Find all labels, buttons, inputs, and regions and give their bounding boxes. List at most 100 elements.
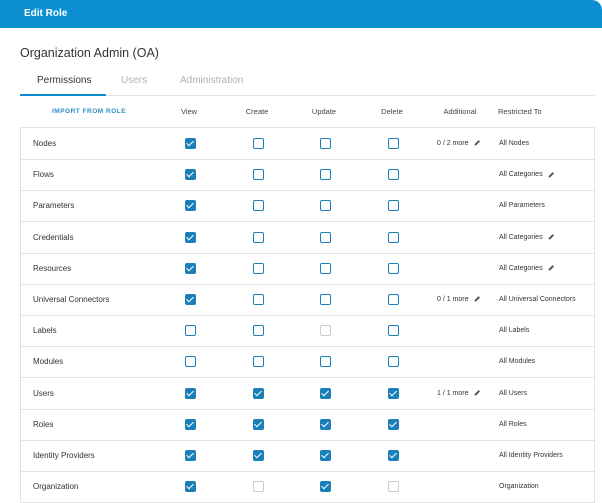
- additional[interactable]: 1 / 1 more: [437, 390, 480, 397]
- checkbox[interactable]: [252, 169, 264, 181]
- checkbox[interactable]: [319, 387, 331, 399]
- checkbox[interactable]: [387, 231, 399, 243]
- checkbox[interactable]: [184, 294, 196, 305]
- tab-underline: [20, 94, 106, 96]
- additional-text: 0 / 2 more: [437, 140, 469, 147]
- checkbox[interactable]: [184, 262, 196, 274]
- restricted-to: All Nodes: [499, 140, 529, 147]
- checkbox[interactable]: [252, 325, 264, 337]
- restricted-text: All Universal Connectors: [499, 296, 576, 303]
- restricted-text: All Nodes: [499, 140, 529, 147]
- tab[interactable]: Permissions: [37, 75, 92, 86]
- import-from-role[interactable]: IMPORT FROM ROLE: [52, 108, 127, 115]
- permission-row: Identity Providers All Identity Providers: [21, 440, 594, 472]
- restricted-text: All Parameters: [499, 202, 545, 210]
- edit-icon[interactable]: [547, 234, 554, 240]
- checkbox[interactable]: [252, 294, 264, 305]
- checkbox[interactable]: [387, 262, 399, 274]
- checkbox[interactable]: [387, 418, 399, 430]
- checkbox[interactable]: [319, 356, 331, 368]
- restricted-to: All Categories: [499, 234, 554, 241]
- checkbox[interactable]: [252, 231, 264, 243]
- checkbox[interactable]: [252, 387, 264, 399]
- tab[interactable]: Administration: [180, 75, 244, 86]
- checkbox: [252, 481, 264, 493]
- permissions-table: Nodes 0 / 2 more All Nodes Flows All Categor…: [20, 127, 595, 503]
- checkbox[interactable]: [319, 481, 331, 493]
- checkbox[interactable]: [252, 200, 264, 212]
- checkbox[interactable]: [387, 387, 399, 399]
- permission-row: Modules All Modules: [21, 346, 594, 379]
- edit-icon[interactable]: [547, 265, 554, 271]
- edit-icon[interactable]: [473, 296, 480, 302]
- checkbox[interactable]: [319, 169, 331, 181]
- checkbox[interactable]: [184, 387, 196, 399]
- checkbox[interactable]: [387, 294, 399, 305]
- column-header: Restricted To: [498, 107, 542, 116]
- checkbox[interactable]: [252, 418, 264, 430]
- restricted-to: All Roles: [499, 421, 527, 428]
- checkbox[interactable]: [184, 138, 196, 149]
- row-name: Roles: [33, 419, 54, 429]
- checkbox[interactable]: [387, 138, 399, 149]
- checkbox[interactable]: [387, 169, 399, 181]
- edit-icon[interactable]: [547, 171, 554, 177]
- checkbox[interactable]: [184, 356, 196, 368]
- row-name: Labels: [33, 326, 57, 336]
- permission-row: Parameters All Parameters: [21, 190, 594, 223]
- checkbox[interactable]: [387, 325, 399, 337]
- checkbox[interactable]: [184, 325, 196, 337]
- column-header: Delete: [381, 107, 403, 116]
- restricted-to: All Categories: [499, 265, 554, 272]
- checkbox[interactable]: [319, 294, 331, 305]
- restricted-to: All Universal Connectors: [499, 296, 576, 303]
- header-title: Edit Role: [24, 8, 68, 19]
- row-name: Organization: [33, 482, 79, 492]
- checkbox[interactable]: [184, 481, 196, 493]
- permission-row: Users 1 / 1 more All Users: [21, 378, 594, 410]
- checkbox[interactable]: [184, 450, 196, 461]
- restricted-to: All Identity Providers: [499, 452, 563, 459]
- checkbox[interactable]: [184, 169, 196, 181]
- restricted-text: All Labels: [499, 327, 530, 335]
- permission-row: Universal Connectors 0 / 1 more All Univer…: [21, 284, 594, 316]
- checkbox[interactable]: [252, 138, 264, 149]
- tab[interactable]: Users: [121, 75, 148, 86]
- checkbox[interactable]: [252, 262, 264, 274]
- restricted-to: All Users: [499, 390, 527, 397]
- checkbox[interactable]: [319, 262, 331, 274]
- checkbox[interactable]: [387, 356, 399, 368]
- checkbox[interactable]: [252, 450, 264, 461]
- checkbox[interactable]: [319, 450, 331, 461]
- row-name: Flows: [33, 170, 54, 180]
- checkbox[interactable]: [387, 200, 399, 212]
- restricted-text: All Categories: [499, 264, 543, 272]
- checkbox[interactable]: [387, 450, 399, 461]
- checkbox[interactable]: [184, 200, 196, 212]
- restricted-text: All Users: [499, 389, 528, 397]
- row-name: Identity Providers: [33, 451, 95, 460]
- row-name: Modules: [33, 357, 64, 367]
- restricted-text: All Modules: [499, 358, 536, 366]
- edit-icon[interactable]: [473, 140, 480, 146]
- edit-icon[interactable]: [473, 390, 480, 396]
- permission-row: Roles All Roles: [21, 409, 594, 441]
- row-name: Nodes: [33, 139, 57, 148]
- additional[interactable]: 0 / 1 more: [437, 296, 480, 303]
- column-header: Create: [245, 107, 269, 116]
- checkbox[interactable]: [184, 418, 196, 430]
- checkbox[interactable]: [319, 418, 331, 430]
- restricted-text: All Identity Providers: [499, 452, 563, 459]
- additional[interactable]: 0 / 2 more: [437, 140, 480, 147]
- checkbox[interactable]: [319, 200, 331, 212]
- restricted-text: Organization: [499, 483, 539, 491]
- tab-divider: [20, 95, 595, 96]
- restricted-to: Organization: [499, 483, 539, 490]
- column-header: View: [180, 107, 198, 116]
- checkbox[interactable]: [319, 231, 331, 243]
- row-name: Resources: [33, 263, 72, 273]
- permission-row: Labels All Labels: [21, 315, 594, 348]
- checkbox[interactable]: [319, 138, 331, 149]
- checkbox[interactable]: [252, 356, 264, 368]
- checkbox[interactable]: [184, 231, 196, 243]
